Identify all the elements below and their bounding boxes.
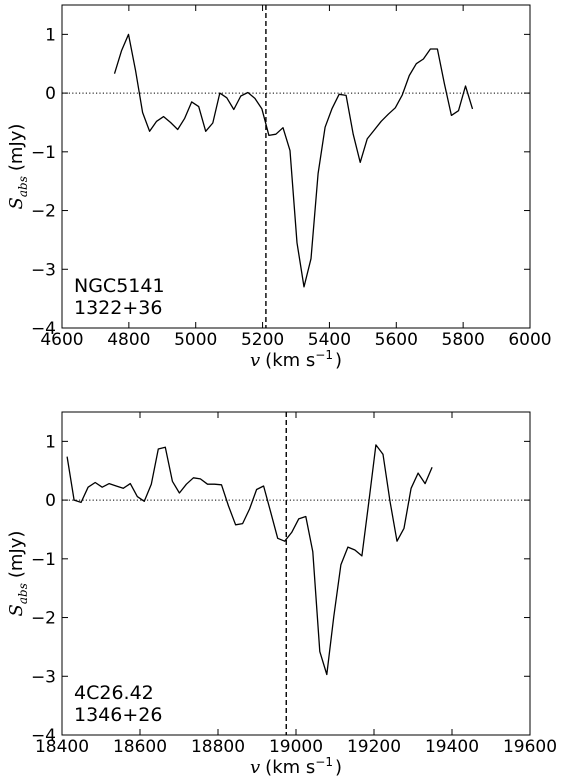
x-tick-label: 19200 (347, 737, 401, 757)
x-tick-label: 5000 (174, 330, 217, 350)
y-tick-label: −1 (31, 143, 56, 163)
x-tick-label: 4600 (40, 330, 83, 350)
y-axis-variable: S (6, 197, 27, 209)
x-axis-exponent: −1 (315, 348, 333, 362)
y-axis-label: Sabs (mJy) (6, 124, 30, 210)
plot-frame (61, 411, 531, 736)
y-tick-label: −3 (31, 260, 56, 280)
x-tick-label: 19000 (269, 737, 323, 757)
y-axis-unit: (mJy) (6, 531, 27, 579)
y-tick-label: −1 (31, 550, 56, 570)
x-tick-label: 5800 (442, 330, 485, 350)
y-tick-label: 0 (45, 491, 56, 511)
x-tick-label: 4800 (107, 330, 150, 350)
panel-4c26-42: 18400 18600 18800 19000 19200 19400 19600 −4 −3 −… (6, 411, 557, 778)
x-axis-close: ) (335, 350, 342, 371)
x-axis-label: v (km s−1) (250, 348, 342, 371)
y-tick-label: −2 (31, 609, 56, 629)
x-tick-label: 5400 (308, 330, 351, 350)
x-tick-label: 5600 (375, 330, 418, 350)
x-axis-exponent: −1 (315, 755, 333, 769)
x-tick-label: 5200 (241, 330, 284, 350)
x-tick-label: 18400 (35, 737, 89, 757)
x-axis-variable: v (250, 757, 260, 778)
x-axis-unit: (km s (265, 757, 315, 778)
source-name-label: 4C26.42 (74, 682, 154, 704)
y-tick-label: −4 (31, 319, 56, 339)
source-coordinate-label: 1346+26 (74, 704, 162, 726)
y-tick-label: 1 (45, 432, 56, 452)
x-tick-label: 19600 (503, 737, 557, 757)
x-axis-label: v (km s−1) (250, 755, 342, 778)
y-tick-label: −3 (31, 667, 56, 687)
panel-ngc5141: 4600 4800 5000 5200 5400 5600 5800 6000 −4 −3 −2 −1… (6, 4, 552, 371)
x-tick-label: 6000 (508, 330, 551, 350)
y-tick-label: −2 (31, 202, 56, 222)
spectrum-line-4c26-42 (66, 444, 433, 676)
plot-frame (61, 4, 531, 329)
spectrum-line-ngc5141 (113, 33, 474, 288)
y-axis-label: Sabs (mJy) (6, 531, 30, 617)
y-tick-label: 1 (45, 25, 56, 45)
x-tick-label: 19400 (425, 737, 479, 757)
x-axis-unit: (km s (265, 350, 315, 371)
y-axis-unit: (mJy) (6, 124, 27, 172)
source-name-label: NGC5141 (74, 275, 165, 297)
y-axis-subscript: abs (16, 176, 30, 197)
x-tick-label: 18600 (113, 737, 167, 757)
y-axis-variable: S (6, 604, 27, 616)
x-axis-variable: v (250, 350, 260, 371)
y-tick-label: −4 (31, 726, 56, 746)
source-coordinate-label: 1322+36 (74, 297, 162, 319)
x-axis-close: ) (335, 757, 342, 778)
x-tick-label: 18800 (191, 737, 245, 757)
y-axis-subscript: abs (16, 583, 30, 604)
y-tick-label: 0 (45, 84, 56, 104)
